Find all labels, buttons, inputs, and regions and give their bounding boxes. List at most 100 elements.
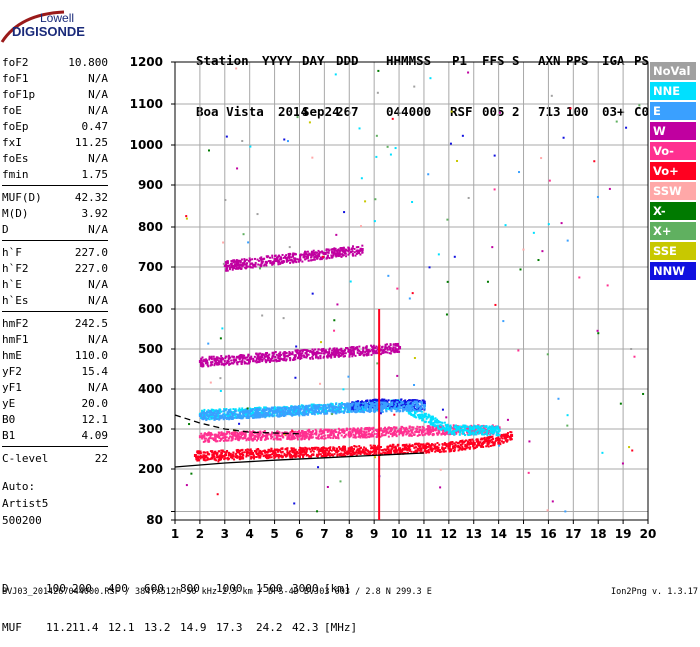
echo-point xyxy=(293,447,295,449)
echo-point xyxy=(423,446,426,449)
echo-point xyxy=(215,440,217,442)
echo-point xyxy=(502,435,504,437)
echo-point xyxy=(414,431,416,433)
echo-point xyxy=(450,450,452,452)
echo-point xyxy=(388,399,390,401)
echo-point xyxy=(248,437,250,439)
x-tick-label: 15 xyxy=(515,527,532,541)
x-tick-label: 10 xyxy=(391,527,408,541)
echo-point xyxy=(494,441,496,443)
echo-point xyxy=(410,399,412,401)
echo-point xyxy=(274,451,277,454)
echo-point xyxy=(232,269,234,271)
echo-point xyxy=(216,456,218,458)
echo-point xyxy=(430,429,432,431)
echo-point xyxy=(305,435,307,437)
echo-point xyxy=(387,349,389,351)
echo-point xyxy=(218,450,220,452)
echo-point xyxy=(484,439,486,441)
echo-point xyxy=(501,438,503,440)
echo-point xyxy=(301,261,303,263)
echo-point xyxy=(329,435,331,437)
echo-point xyxy=(443,449,445,451)
echo-point xyxy=(241,360,243,362)
echo-point xyxy=(351,454,353,456)
echo-point xyxy=(318,438,320,440)
echo-point xyxy=(390,429,392,431)
echo-point xyxy=(327,431,329,433)
echo-point xyxy=(238,261,240,263)
echo-point xyxy=(240,362,242,364)
echo-point xyxy=(205,438,207,440)
echo-point xyxy=(397,350,399,352)
echo-point xyxy=(257,436,259,438)
echo-point xyxy=(424,449,426,451)
echo-point xyxy=(425,415,427,417)
echo-point xyxy=(358,432,360,434)
echo-point xyxy=(490,445,492,447)
echo-point xyxy=(273,438,275,440)
y-tick-label: 800 xyxy=(138,220,163,234)
echo-point xyxy=(373,448,376,451)
echo-point xyxy=(255,353,257,355)
x-tick-label: 13 xyxy=(465,527,482,541)
echo-point xyxy=(467,440,469,442)
echo-point xyxy=(409,412,411,414)
echo-point xyxy=(336,349,338,351)
echo-point xyxy=(339,454,341,456)
echo-point xyxy=(253,456,255,458)
echo-point xyxy=(352,245,354,247)
echo-point xyxy=(219,361,221,363)
echo-point xyxy=(281,447,283,449)
echo-point xyxy=(351,355,353,357)
echo-point xyxy=(467,447,469,449)
echo-point xyxy=(263,406,265,408)
echo-point xyxy=(277,454,279,456)
echo-point xyxy=(489,440,491,442)
echo-point xyxy=(393,426,395,428)
echo-point xyxy=(291,434,293,436)
echo-point xyxy=(330,357,332,359)
echo-point xyxy=(258,260,260,262)
echo-point xyxy=(291,259,293,261)
echo-point xyxy=(236,259,238,261)
echo-point xyxy=(326,248,328,250)
echo-point xyxy=(312,353,314,355)
echo-point xyxy=(239,453,241,455)
echo-point xyxy=(412,444,414,446)
echo-point xyxy=(358,346,360,348)
echo-point xyxy=(210,365,212,367)
echo-point xyxy=(368,430,370,432)
echo-point xyxy=(498,429,501,432)
echo-point xyxy=(234,432,236,434)
echo-point xyxy=(449,442,451,444)
echo-point xyxy=(482,438,484,440)
echo-point xyxy=(410,414,412,416)
echo-point xyxy=(455,430,457,432)
echo-point xyxy=(352,353,354,355)
y-tick-label: 400 xyxy=(138,382,163,396)
echo-point xyxy=(417,448,419,450)
echo-point xyxy=(361,434,363,436)
echo-point xyxy=(212,438,214,440)
echo-point xyxy=(496,433,498,435)
echo-point xyxy=(310,259,312,261)
echo-point xyxy=(437,449,439,451)
echo-point xyxy=(481,428,483,430)
echo-point xyxy=(487,445,489,447)
echo-point xyxy=(390,427,392,429)
echo-point xyxy=(370,444,372,446)
echo-point xyxy=(383,452,385,454)
echo-point xyxy=(313,257,315,259)
echo-point xyxy=(382,434,384,436)
echo-point xyxy=(242,262,244,264)
echo-point xyxy=(386,351,388,353)
echo-point xyxy=(216,358,218,360)
echo-point xyxy=(321,449,323,451)
echo-point xyxy=(484,426,486,428)
echo-point xyxy=(253,437,255,439)
echo-point xyxy=(413,414,415,416)
echo-point xyxy=(235,456,237,458)
echo-point xyxy=(334,453,336,455)
echo-point xyxy=(237,435,239,437)
